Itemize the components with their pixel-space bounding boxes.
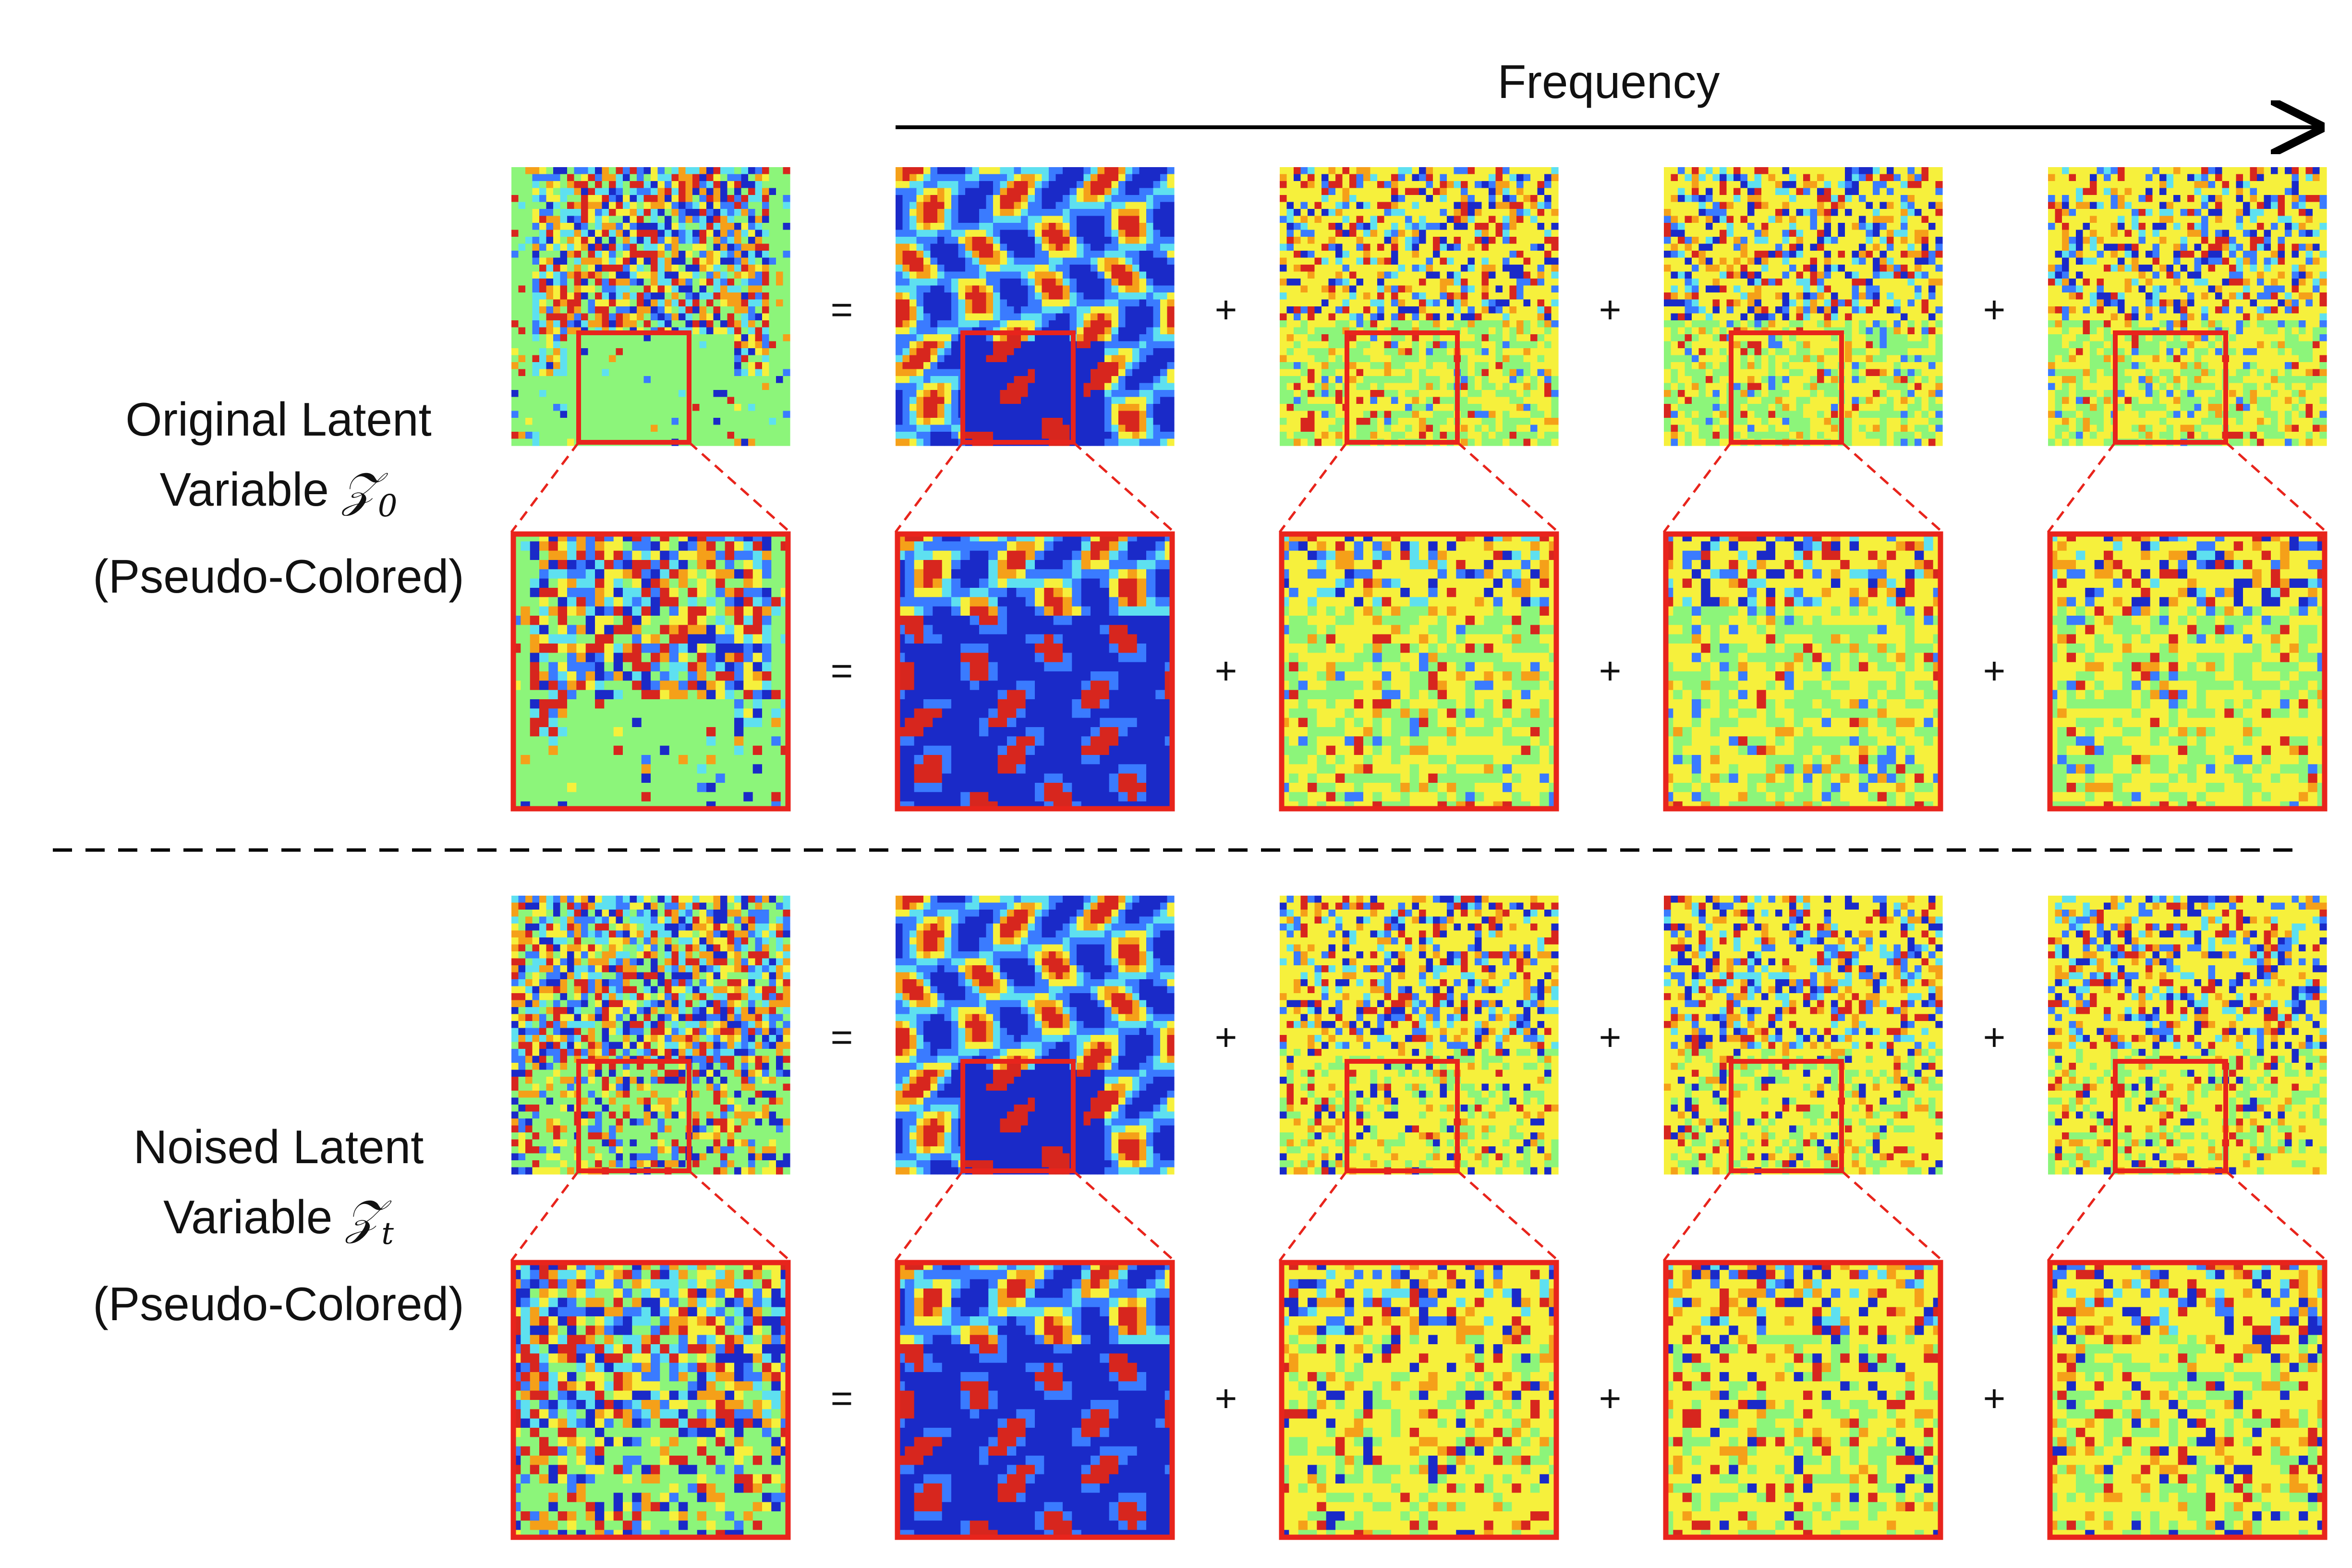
caption-line-3: (Pseudo-Colored) (48, 1269, 509, 1339)
plus-operator: + (1581, 291, 1639, 329)
caption-line-1: Original Latent (48, 384, 509, 454)
zoom-connector (896, 1171, 963, 1261)
caption-line-3: (Pseudo-Colored) (48, 541, 509, 611)
panel-noised-mid-frequency (1280, 896, 1559, 1175)
zoom-connector (1664, 442, 1731, 532)
plus-operator: + (1581, 1018, 1639, 1057)
panel-original-high-frequency (1664, 167, 1943, 446)
plus-operator: + (1965, 652, 2023, 690)
equals-operator: = (813, 1018, 871, 1057)
zoomed-panel-original-low-frequency (896, 532, 1175, 811)
equals-operator: = (813, 1379, 871, 1418)
panel-noised-original (511, 896, 790, 1175)
caption-line-1: Noised Latent (48, 1112, 509, 1182)
zoomed-panel-original-mid-frequency (1280, 532, 1559, 811)
equals-operator: = (813, 291, 871, 329)
caption-line-2: Variable 𝒵t (48, 1182, 509, 1269)
zoom-connector (2048, 442, 2115, 532)
zoom-connector (2226, 1171, 2327, 1261)
zoom-connector (1457, 1171, 1558, 1261)
plus-operator: + (1965, 291, 2023, 329)
plus-operator: + (1197, 1379, 1255, 1418)
plus-operator: + (1197, 291, 1255, 329)
zoomed-panel-noised-high-frequency (1664, 1261, 1943, 1540)
zoomed-panel-noised-original (511, 1261, 790, 1540)
equals-operator: = (813, 652, 871, 690)
latent-symbol: 𝒵 (346, 1190, 382, 1245)
panel-original-low-frequency (896, 167, 1175, 446)
panel-original-original (511, 167, 790, 446)
panels-layer (511, 167, 2327, 1540)
zoom-connector (1457, 442, 1558, 532)
zoom-connector (1280, 1171, 1347, 1261)
zoomed-panel-original-highest-frequency (2048, 532, 2327, 811)
panel-noised-highest-frequency (2048, 896, 2327, 1175)
zoomed-panel-original-original (511, 532, 790, 811)
zoom-connector (2048, 1171, 2115, 1261)
caption-line-2: Variable 𝒵0 (48, 454, 509, 541)
zoom-connector (511, 1171, 579, 1261)
row-caption-noised: Noised Latent Variable 𝒵t (Pseudo-Colore… (48, 1112, 509, 1339)
zoomed-panel-original-high-frequency (1664, 532, 1943, 811)
zoomed-panel-noised-low-frequency (896, 1261, 1175, 1540)
panel-noised-low-frequency (896, 896, 1175, 1175)
zoom-connector (896, 442, 963, 532)
zoom-connector (1073, 442, 1174, 532)
zoomed-panel-noised-mid-frequency (1280, 1261, 1559, 1540)
zoom-connector (1073, 1171, 1174, 1261)
latent-subscript: 0 (378, 488, 398, 524)
plus-operator: + (1581, 652, 1639, 690)
plus-operator: + (1197, 1018, 1255, 1057)
latent-subscript: t (381, 1216, 394, 1252)
zoomed-panel-noised-highest-frequency (2048, 1261, 2327, 1540)
plus-operator: + (1197, 652, 1255, 690)
plus-operator: + (1581, 1379, 1639, 1418)
zoom-connector (2226, 442, 2327, 532)
zoom-connector (1842, 442, 1942, 532)
zoom-connector (689, 1171, 790, 1261)
row-caption-original: Original Latent Variable 𝒵0 (Pseudo-Colo… (48, 384, 509, 611)
plus-operator: + (1965, 1379, 2023, 1418)
zoom-connector (1280, 442, 1347, 532)
panel-original-highest-frequency (2048, 167, 2327, 446)
plus-operator: + (1965, 1018, 2023, 1057)
zoom-connector (1842, 1171, 1942, 1261)
frequency-axis-label: Frequency (1441, 55, 1777, 108)
zoom-connector (689, 442, 790, 532)
zoom-connector (511, 442, 579, 532)
latent-symbol: 𝒵 (342, 462, 378, 517)
zoom-connector (1664, 1171, 1731, 1261)
panel-noised-high-frequency (1664, 896, 1943, 1175)
panel-original-mid-frequency (1280, 167, 1559, 446)
